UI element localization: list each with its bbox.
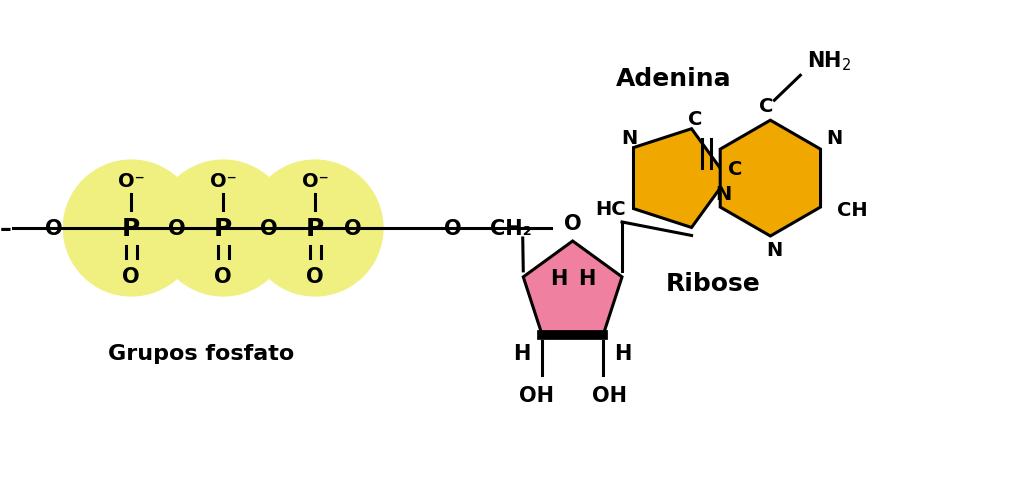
Text: O⁻: O⁻ xyxy=(210,171,237,190)
Text: N: N xyxy=(716,184,731,203)
Text: H: H xyxy=(513,343,530,363)
Text: CH₂: CH₂ xyxy=(489,219,531,239)
Text: NH$_2$: NH$_2$ xyxy=(807,49,852,73)
Text: O: O xyxy=(45,219,62,239)
Text: N: N xyxy=(622,129,638,148)
Text: C: C xyxy=(688,110,702,129)
Text: O: O xyxy=(123,266,140,286)
Text: O: O xyxy=(444,219,462,239)
Text: C: C xyxy=(728,159,742,178)
Text: O: O xyxy=(344,219,361,239)
Text: OH: OH xyxy=(592,385,627,405)
Polygon shape xyxy=(720,121,820,237)
Text: O: O xyxy=(306,266,324,286)
Text: P: P xyxy=(306,217,325,241)
Polygon shape xyxy=(634,129,727,228)
Text: H: H xyxy=(614,343,632,363)
Circle shape xyxy=(247,161,383,296)
Text: CH: CH xyxy=(837,200,867,219)
Text: N: N xyxy=(826,128,843,147)
Text: N: N xyxy=(766,241,782,260)
Text: C: C xyxy=(759,97,773,116)
Text: O: O xyxy=(260,219,278,239)
Text: Grupos fosfato: Grupos fosfato xyxy=(109,343,294,363)
Text: –: – xyxy=(0,217,11,241)
Polygon shape xyxy=(523,242,622,335)
Circle shape xyxy=(156,161,291,296)
Text: P: P xyxy=(122,217,140,241)
Text: O⁻: O⁻ xyxy=(302,171,329,190)
Text: O: O xyxy=(214,266,232,286)
Text: HC: HC xyxy=(595,200,626,219)
Text: H: H xyxy=(578,268,595,288)
Text: P: P xyxy=(214,217,232,241)
Text: O: O xyxy=(168,219,186,239)
Text: Ribose: Ribose xyxy=(666,271,760,295)
Text: Adenina: Adenina xyxy=(615,67,731,91)
Circle shape xyxy=(63,161,200,296)
Text: O: O xyxy=(564,214,582,234)
Text: H: H xyxy=(550,268,567,288)
Text: OH: OH xyxy=(518,385,554,405)
Text: O⁻: O⁻ xyxy=(118,171,144,190)
